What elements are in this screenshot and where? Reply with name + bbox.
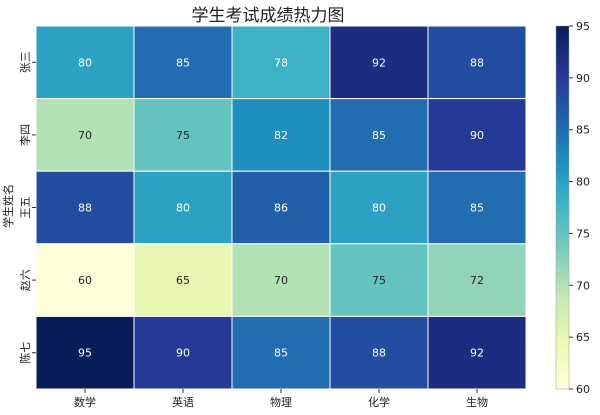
colorbar-tick-label: 95 [576, 20, 590, 33]
cell-value-label: 70 [78, 129, 92, 142]
heatmap-cell [133, 243, 233, 317]
cell-value-label: 60 [78, 274, 92, 287]
y-tick-label: 张三 [19, 51, 32, 73]
y-axis-label: 学生姓名 [1, 184, 15, 228]
cell-value-label: 85 [176, 56, 190, 69]
cell-value-label: 95 [78, 347, 92, 360]
heatmap-cell [427, 315, 527, 390]
cell-value-label: 85 [274, 347, 288, 360]
heatmap-cell [427, 98, 527, 172]
x-tick-labels: 数学 英语 物理 化学 生物 [74, 389, 488, 409]
heatmap-cell [133, 170, 233, 245]
cell-value-label: 90 [176, 347, 190, 360]
y-tick-label: 赵六 [18, 269, 32, 291]
cell-value-label: 70 [274, 274, 288, 287]
y-tick-label: 李四 [18, 124, 32, 146]
cell-value-label: 92 [372, 56, 386, 69]
cell-value-label: 72 [470, 274, 484, 287]
heatmap-cell [133, 315, 233, 390]
cell-value-label: 88 [78, 202, 92, 215]
cell-value-label: 80 [372, 202, 386, 215]
cell-value-label: 90 [470, 129, 484, 142]
cell-value-label: 82 [274, 129, 288, 142]
cell-value-label: 85 [470, 202, 484, 215]
colorbar-tick-label: 70 [576, 279, 590, 292]
cell-value-label: 65 [176, 274, 190, 287]
heatmap-cell [231, 315, 331, 390]
heatmap-cell [133, 25, 233, 100]
colorbar-tick-label: 75 [576, 227, 590, 240]
cell-value-label: 92 [470, 347, 484, 360]
heatmap-cell [35, 98, 135, 172]
heatmap-cell [35, 25, 135, 100]
heatmap-cells: 80 85 78 92 88 70 75 82 85 90 88 80 86 80 85 60 65 70 75 72… [35, 25, 527, 390]
heatmap-cell [35, 315, 135, 390]
heatmap-cell [231, 25, 331, 100]
cell-value-label: 86 [274, 202, 288, 215]
y-tick-label: 王五 [19, 197, 32, 219]
colorbar-tick-label: 90 [576, 72, 590, 85]
heatmap-cell [427, 170, 527, 245]
colorbar-tick-label: 80 [576, 176, 590, 189]
cell-value-label: 78 [274, 56, 288, 69]
colorbar: 60 65 70 75 80 85 90 95 [555, 20, 590, 396]
heatmap-cell [231, 170, 331, 245]
cell-value-label: 80 [78, 56, 92, 69]
colorbar-tick-label: 60 [576, 383, 590, 396]
cell-value-label: 85 [372, 129, 386, 142]
x-tick-label: 物理 [270, 395, 292, 409]
heatmap-cell [329, 25, 429, 100]
colorbar-tick-label: 85 [576, 124, 590, 137]
x-tick-label: 英语 [172, 395, 194, 409]
heatmap-cell [231, 98, 331, 172]
heatmap-cell [427, 25, 527, 100]
x-tick-label: 生物 [466, 395, 488, 409]
cell-value-label: 88 [372, 347, 386, 360]
cell-value-label: 75 [372, 274, 386, 287]
cell-value-label: 75 [176, 129, 190, 142]
heatmap-cell [427, 243, 527, 317]
cell-value-label: 88 [470, 56, 484, 69]
heatmap-cell [329, 243, 429, 317]
heatmap-cell [329, 170, 429, 245]
chart-title: 学生考试成绩热力图 [192, 6, 345, 26]
x-tick-label: 数学 [74, 395, 96, 409]
x-tick-label: 化学 [368, 395, 390, 409]
y-tick-label: 陈七 [18, 342, 32, 364]
colorbar-tick-label: 65 [576, 331, 590, 344]
cell-value-label: 80 [176, 202, 190, 215]
heatmap-cell [231, 243, 331, 317]
colorbar-gradient [555, 25, 570, 390]
